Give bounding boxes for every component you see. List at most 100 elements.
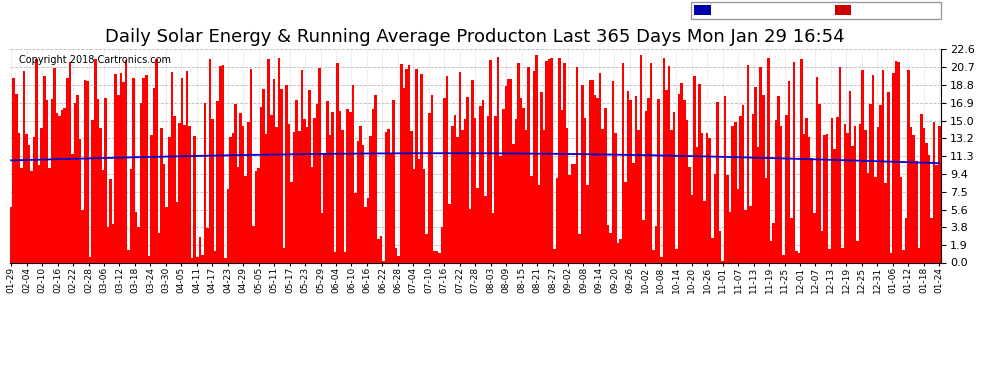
Bar [607,225,609,262]
Bar [242,126,245,262]
Bar [709,138,711,262]
Bar [719,231,722,262]
Bar [133,78,135,262]
Bar [782,255,785,262]
Bar [665,90,667,262]
Bar [630,100,632,262]
Bar [647,98,649,262]
Bar [316,104,319,262]
Bar [405,69,408,262]
Bar [767,58,769,262]
Bar [290,182,293,262]
Bar [759,67,762,262]
Bar [145,75,148,262]
Bar [227,189,229,262]
Bar [272,79,275,262]
Bar [28,145,31,262]
Bar [596,98,599,262]
Bar [795,251,798,262]
Bar [188,126,191,262]
Bar [897,62,900,262]
Bar [662,58,665,262]
Bar [861,70,864,262]
Bar [578,234,581,262]
Bar [938,126,940,262]
Bar [400,64,403,262]
Bar [877,127,879,262]
Bar [811,158,813,262]
Bar [836,117,839,262]
Bar [165,207,168,262]
Bar [499,156,502,262]
Bar [193,136,196,262]
Bar [262,89,265,262]
Bar [408,65,410,262]
Bar [15,94,18,262]
Bar [536,55,538,262]
Bar [754,87,757,262]
Bar [79,140,81,262]
Bar [73,103,76,262]
Bar [558,58,560,262]
Bar [547,59,550,262]
Bar [892,73,895,262]
Bar [573,164,576,262]
Bar [693,76,696,262]
Bar [372,109,374,262]
Bar [275,127,277,262]
Bar [25,134,28,262]
Bar [306,127,308,262]
Bar [510,79,512,262]
Bar [780,126,782,262]
Bar [324,153,326,262]
Bar [724,96,727,262]
Bar [494,116,497,262]
Bar [395,248,397,262]
Bar [928,155,931,262]
Bar [183,125,186,262]
Bar [463,119,466,262]
Bar [586,185,589,262]
Bar [683,100,685,262]
Bar [379,236,382,262]
Bar [254,171,257,262]
Bar [89,258,91,262]
Bar [632,163,635,262]
Bar [248,122,249,262]
Bar [609,232,612,262]
Bar [625,182,627,262]
Bar [349,112,351,262]
Bar [33,137,36,262]
Bar [497,57,499,262]
Bar [329,135,331,262]
Bar [444,98,446,262]
Bar [821,231,824,262]
Bar [252,226,254,262]
Bar [476,188,479,262]
Bar [474,118,476,262]
Bar [308,90,311,262]
Bar [235,104,237,262]
Bar [68,62,71,262]
Bar [403,88,405,262]
Bar [492,213,494,262]
Bar [354,193,356,262]
Bar [334,252,337,262]
Bar [714,174,716,262]
Bar [520,98,523,262]
Bar [525,130,528,262]
Bar [140,103,143,262]
Bar [703,201,706,262]
Bar [722,261,724,262]
Bar [843,124,846,262]
Bar [931,218,933,262]
Bar [696,147,698,262]
Bar [667,66,670,262]
Bar [734,122,737,262]
Bar [649,63,652,262]
Bar [321,213,324,262]
Bar [249,69,252,262]
Bar [716,102,719,262]
Bar [644,111,647,262]
Bar [479,105,481,262]
